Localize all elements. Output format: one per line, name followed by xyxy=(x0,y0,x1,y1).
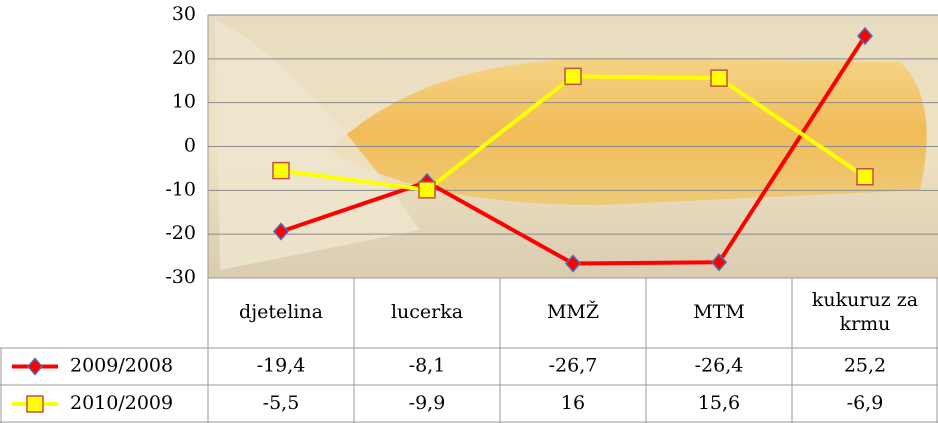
y-tick-label: 10 xyxy=(172,91,196,113)
marker xyxy=(418,181,436,199)
marker xyxy=(857,26,873,46)
x-tick-label: kukuruz za krmu xyxy=(811,289,919,335)
y-tick-label: 30 xyxy=(172,3,196,25)
table-value: -8,1 xyxy=(409,355,446,377)
x-tick-label: djetelina xyxy=(239,301,323,324)
category-cell: MMŽ xyxy=(546,301,600,324)
category-cell: lucerka xyxy=(390,301,464,324)
y-tick-label: -20 xyxy=(165,222,196,244)
table-value: -19,4 xyxy=(257,355,306,377)
x-tick-label: MTM xyxy=(693,301,745,324)
y-tick-label: 20 xyxy=(172,47,196,69)
y-tick-label: -30 xyxy=(165,266,196,288)
table-value: -5,5 xyxy=(263,392,300,414)
legend-marker xyxy=(26,395,44,413)
x-tick-label: lucerka xyxy=(390,301,464,324)
table-value: -26,7 xyxy=(549,355,598,377)
marker xyxy=(856,167,874,186)
marker xyxy=(272,161,290,180)
table-value: -26,4 xyxy=(695,355,744,377)
marker xyxy=(710,69,728,87)
category-cell: MTM xyxy=(693,301,745,324)
legend-label: 2010/2009 xyxy=(70,392,173,414)
marker xyxy=(564,67,582,86)
category-cell: djetelina xyxy=(239,301,323,324)
table-value: 15,6 xyxy=(698,392,740,414)
y-tick-label: 0 xyxy=(184,135,196,157)
legend-label: 2009/2008 xyxy=(70,355,173,377)
table-value: -9,9 xyxy=(409,392,446,414)
table-value: 16 xyxy=(561,392,585,414)
marker xyxy=(565,254,581,273)
table-value: -6,9 xyxy=(847,392,884,414)
y-tick-label: -10 xyxy=(165,178,196,200)
marker xyxy=(273,222,289,241)
legend-marker xyxy=(27,357,43,376)
x-tick-label: MMŽ xyxy=(546,301,600,324)
marker xyxy=(711,253,727,272)
table-value: 25,2 xyxy=(844,355,886,377)
category-cell: kukuruz za krmu xyxy=(811,289,919,335)
